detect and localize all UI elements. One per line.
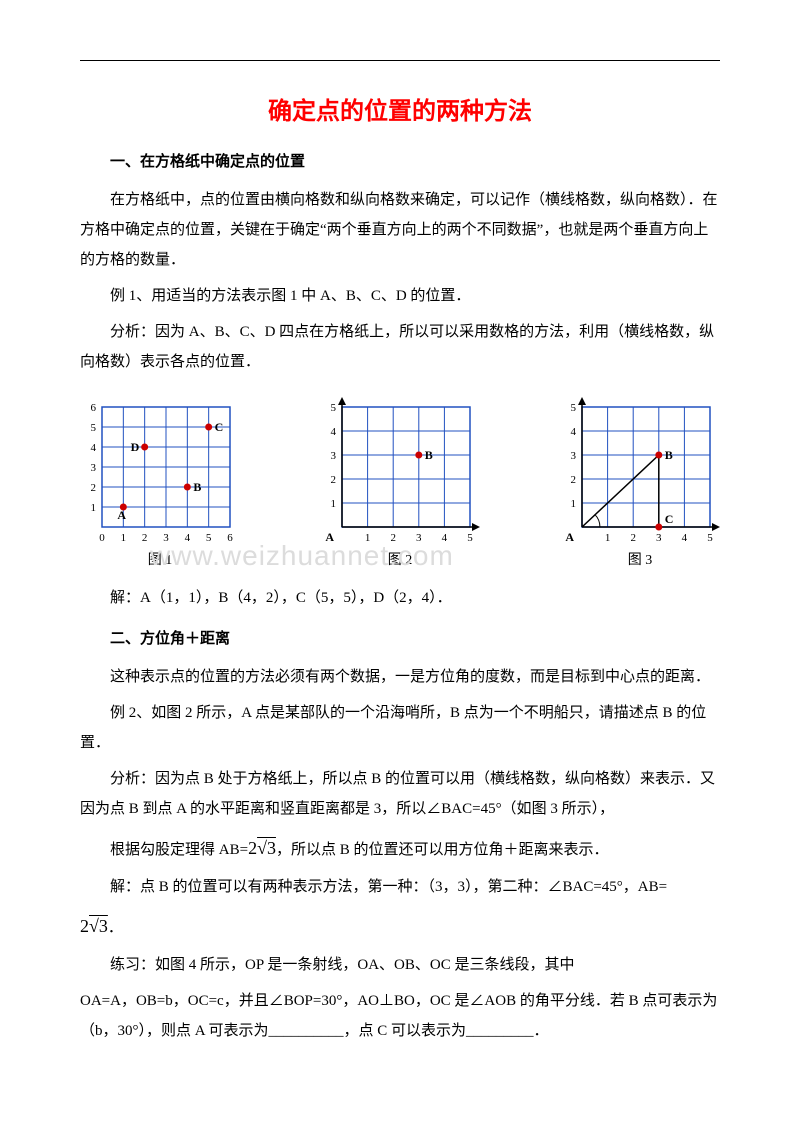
svg-text:5: 5 bbox=[91, 422, 97, 434]
top-rule bbox=[80, 60, 720, 61]
svg-text:2: 2 bbox=[390, 532, 396, 544]
section1-p1: 在方格纸中，点的位置由横向格数和纵向格数来确定，可以记作（横线格数，纵向格数）．… bbox=[80, 185, 720, 275]
grid-chart-1: 0 1 2 3 4 5 6 1 2 3 4 5 6 A B C D bbox=[80, 397, 240, 547]
svg-text:1: 1 bbox=[331, 498, 337, 510]
figure-2: 1 2 3 4 5 1 2 3 4 5 A B 图 2 bbox=[320, 397, 480, 569]
svg-text:5: 5 bbox=[206, 532, 212, 544]
section2-p6: 练习：如图 4 所示，OP 是一条射线，OA、OB、OC 是三条线段，其中 bbox=[80, 950, 720, 980]
svg-text:1: 1 bbox=[121, 532, 127, 544]
p5pre: 解：点 B 的位置可以有两种表示方法，第一种：（3，3），第二种：∠BAC=45… bbox=[110, 879, 667, 895]
svg-text:2: 2 bbox=[331, 474, 337, 486]
section2-p5: 解：点 B 的位置可以有两种表示方法，第一种：（3，3），第二种：∠BAC=45… bbox=[80, 872, 720, 902]
svg-text:B: B bbox=[665, 448, 673, 462]
section2-p2: 例 2、如图 2 所示，A 点是某部队的一个沿海哨所，B 点为一个不明船只，请描… bbox=[80, 698, 720, 758]
p4pre: 根据勾股定理得 AB= bbox=[110, 842, 248, 858]
svg-text:1: 1 bbox=[571, 498, 577, 510]
p5-formula: 2√3 bbox=[80, 916, 108, 936]
svg-text:5: 5 bbox=[707, 532, 713, 544]
svg-text:5: 5 bbox=[331, 402, 337, 414]
svg-text:5: 5 bbox=[467, 532, 473, 544]
p4post: ，所以点 B 的位置还可以用方位角＋距离来表示． bbox=[276, 842, 609, 858]
svg-text:C: C bbox=[215, 420, 224, 434]
svg-text:4: 4 bbox=[442, 532, 448, 544]
svg-text:A: A bbox=[117, 508, 126, 522]
page: 确定点的位置的两种方法 一、在方格纸中确定点的位置 在方格纸中，点的位置由横向格… bbox=[0, 0, 800, 1092]
caption-fig3: 图 3 bbox=[628, 549, 653, 569]
p5post: ． bbox=[108, 920, 123, 936]
figure-row: 0 1 2 3 4 5 6 1 2 3 4 5 6 A B C D 图 1 1 2 3 4 5 1 2 3 4 5 A B 图 2 1… bbox=[80, 397, 720, 569]
section2-heading: 二、方位角＋距离 bbox=[80, 627, 720, 648]
svg-text:4: 4 bbox=[571, 426, 577, 438]
section2-p7: OA=A，OB=b，OC=c，并且∠BOP=30°，AO⊥BO，OC 是∠AOB… bbox=[80, 986, 720, 1046]
svg-text:C: C bbox=[665, 512, 674, 526]
section2-p3: 分析：因为点 B 处于方格纸上，所以点 B 的位置可以用（横线格数，纵向格数）来… bbox=[80, 764, 720, 824]
caption-fig2: 图 2 bbox=[388, 549, 413, 569]
svg-text:3: 3 bbox=[163, 532, 169, 544]
svg-text:A: A bbox=[565, 530, 574, 544]
p4-formula: 2√3 bbox=[248, 838, 276, 858]
svg-text:3: 3 bbox=[416, 532, 422, 544]
page-title: 确定点的位置的两种方法 bbox=[80, 91, 720, 126]
grid-chart-2: 1 2 3 4 5 1 2 3 4 5 A B bbox=[320, 397, 480, 547]
svg-text:4: 4 bbox=[185, 532, 191, 544]
svg-text:2: 2 bbox=[630, 532, 636, 544]
svg-text:3: 3 bbox=[656, 532, 662, 544]
svg-text:3: 3 bbox=[331, 450, 337, 462]
svg-text:B: B bbox=[193, 480, 201, 494]
section2-p5b: 2√3． bbox=[80, 908, 720, 944]
svg-text:6: 6 bbox=[227, 532, 233, 544]
section1-p4: 解：A（1，1），B（4，2），C（5，5），D（2，4）． bbox=[80, 583, 720, 613]
svg-text:4: 4 bbox=[91, 442, 97, 454]
section1-heading: 一、在方格纸中确定点的位置 bbox=[80, 150, 720, 171]
svg-text:A: A bbox=[325, 530, 334, 544]
svg-text:2: 2 bbox=[571, 474, 577, 486]
svg-text:1: 1 bbox=[365, 532, 371, 544]
grid-chart-3: 1 2 3 4 5 1 2 3 4 5 A B C bbox=[560, 397, 720, 547]
section1-p3: 分析：因为 A、B、C、D 四点在方格纸上，所以可以采用数格的方法，利用（横线格… bbox=[80, 317, 720, 377]
figure-3: 1 2 3 4 5 1 2 3 4 5 A B C 图 3 bbox=[560, 397, 720, 569]
figure-1: 0 1 2 3 4 5 6 1 2 3 4 5 6 A B C D 图 1 bbox=[80, 397, 240, 569]
svg-text:1: 1 bbox=[91, 502, 97, 514]
svg-text:2: 2 bbox=[142, 532, 148, 544]
section2-p1: 这种表示点的位置的方法必须有两个数据，一是方位角的度数，而是目标到中心点的距离． bbox=[80, 662, 720, 692]
section2-p4: 根据勾股定理得 AB=2√3，所以点 B 的位置还可以用方位角＋距离来表示． bbox=[80, 830, 720, 866]
svg-text:0: 0 bbox=[99, 532, 105, 544]
svg-text:B: B bbox=[425, 448, 433, 462]
svg-text:4: 4 bbox=[682, 532, 688, 544]
caption-fig1: 图 1 bbox=[148, 549, 173, 569]
svg-text:6: 6 bbox=[91, 402, 97, 414]
svg-text:1: 1 bbox=[605, 532, 611, 544]
section1-p2: 例 1、用适当的方法表示图 1 中 A、B、C、D 的位置． bbox=[80, 281, 720, 311]
svg-text:3: 3 bbox=[571, 450, 577, 462]
svg-text:3: 3 bbox=[91, 462, 97, 474]
svg-text:4: 4 bbox=[331, 426, 337, 438]
svg-text:D: D bbox=[131, 440, 140, 454]
svg-text:2: 2 bbox=[91, 482, 97, 494]
svg-text:5: 5 bbox=[571, 402, 577, 414]
